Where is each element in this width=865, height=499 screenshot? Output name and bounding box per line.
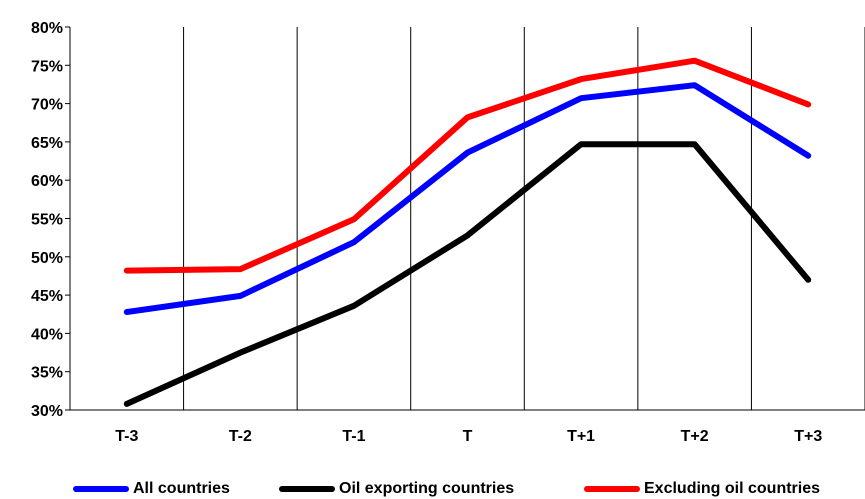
y-tick-label: 35% — [31, 365, 63, 382]
y-tick-label: 70% — [31, 97, 63, 114]
y-tick-label: 75% — [31, 58, 63, 75]
x-tick-label: T+3 — [794, 428, 822, 445]
legend-item-all-countries: All countries — [73, 478, 230, 499]
axes — [69, 27, 865, 411]
series-lines — [123, 57, 812, 407]
legend-item-oil-exporting: Oil exporting countries — [279, 478, 514, 499]
series-line-1 — [123, 141, 812, 407]
legend-label-all-countries: All countries — [133, 479, 230, 497]
x-tick-label: T+1 — [567, 428, 595, 445]
legend-swatch-oil-exporting — [279, 485, 335, 492]
y-tick-label: 55% — [31, 212, 63, 229]
legend-label-excluding-oil: Excluding oil countries — [644, 479, 821, 497]
legend-label-oil-exporting: Oil exporting countries — [339, 479, 515, 497]
series-line-2 — [123, 57, 812, 274]
x-axis-tick-labels: T-3 T-2 T-1 T T+1 T+2 T+3 — [115, 428, 822, 445]
y-tick-label: 80% — [31, 20, 63, 37]
legend-swatch-excluding-oil — [584, 485, 640, 492]
y-axis-tick-labels: 30% 35% 40% 45% 50% 55% 60% 65% 70% 75% 80% — [31, 20, 70, 420]
y-tick-label: 60% — [31, 173, 63, 190]
y-tick-label: 50% — [31, 250, 63, 267]
legend-swatch-all-countries — [73, 485, 129, 492]
x-tick-label: T — [463, 428, 473, 445]
x-tick-label: T+2 — [681, 428, 709, 445]
series-line-0 — [123, 82, 812, 315]
legend: All countries Oil exporting countries Ex… — [0, 478, 865, 499]
x-tick-label: T-1 — [342, 428, 365, 445]
y-tick-label: 45% — [31, 288, 63, 305]
y-tick-label: 65% — [31, 135, 63, 152]
y-tick-label: 40% — [31, 326, 63, 343]
x-tick-label: T-3 — [115, 428, 138, 445]
y-tick-label: 30% — [31, 403, 63, 420]
legend-item-excluding-oil: Excluding oil countries — [584, 478, 820, 499]
x-tick-label: T-2 — [229, 428, 252, 445]
